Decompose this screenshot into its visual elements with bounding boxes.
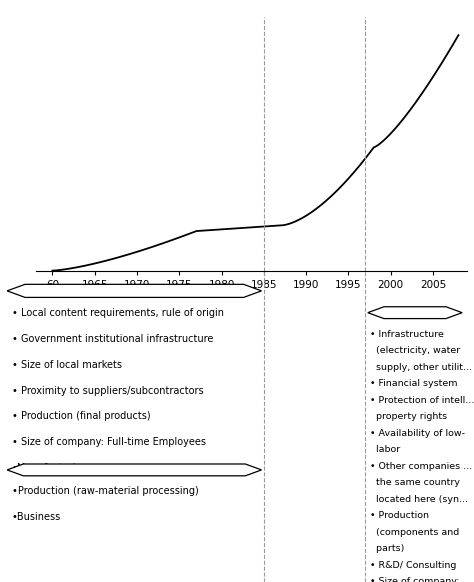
Text: • Size of company:: • Size of company: <box>370 577 459 582</box>
Text: •Production (raw-material processing): •Production (raw-material processing) <box>12 486 199 496</box>
Text: the same country: the same country <box>370 478 460 487</box>
Text: (components and: (components and <box>370 528 459 537</box>
Text: • Production: • Production <box>370 512 429 520</box>
Text: (electricity, water: (electricity, water <box>370 346 460 355</box>
Polygon shape <box>368 307 462 318</box>
Text: • Size of company: Full-time Employees: • Size of company: Full-time Employees <box>12 437 206 447</box>
Text: • Financial system: • Financial system <box>370 379 457 388</box>
Text: • Local content requirements, rule of origin: • Local content requirements, rule of or… <box>12 308 224 318</box>
Text: • Other companies ...: • Other companies ... <box>370 462 472 471</box>
Text: • Protection of intell...: • Protection of intell... <box>370 396 474 405</box>
Text: • Government institutional infrastructure: • Government institutional infrastructur… <box>12 334 213 344</box>
Text: • Infrastructure: • Infrastructure <box>370 330 444 339</box>
Text: supply, other utilit...: supply, other utilit... <box>370 363 472 372</box>
Text: located here (syn...: located here (syn... <box>370 495 468 504</box>
Text: property rights: property rights <box>370 412 447 421</box>
Text: • R&D/ Consulting: • R&D/ Consulting <box>370 561 456 570</box>
Text: •Manufacturing: •Manufacturing <box>12 463 89 473</box>
Text: labor: labor <box>370 445 401 455</box>
Text: •Business: •Business <box>12 512 61 522</box>
Text: parts): parts) <box>370 544 404 553</box>
Text: • Proximity to suppliers/subcontractors: • Proximity to suppliers/subcontractors <box>12 385 203 396</box>
Text: • Size of local markets: • Size of local markets <box>12 360 122 370</box>
Polygon shape <box>7 285 262 297</box>
Text: • Production (final products): • Production (final products) <box>12 411 150 421</box>
Text: • Availability of low-: • Availability of low- <box>370 429 465 438</box>
Polygon shape <box>7 464 262 476</box>
